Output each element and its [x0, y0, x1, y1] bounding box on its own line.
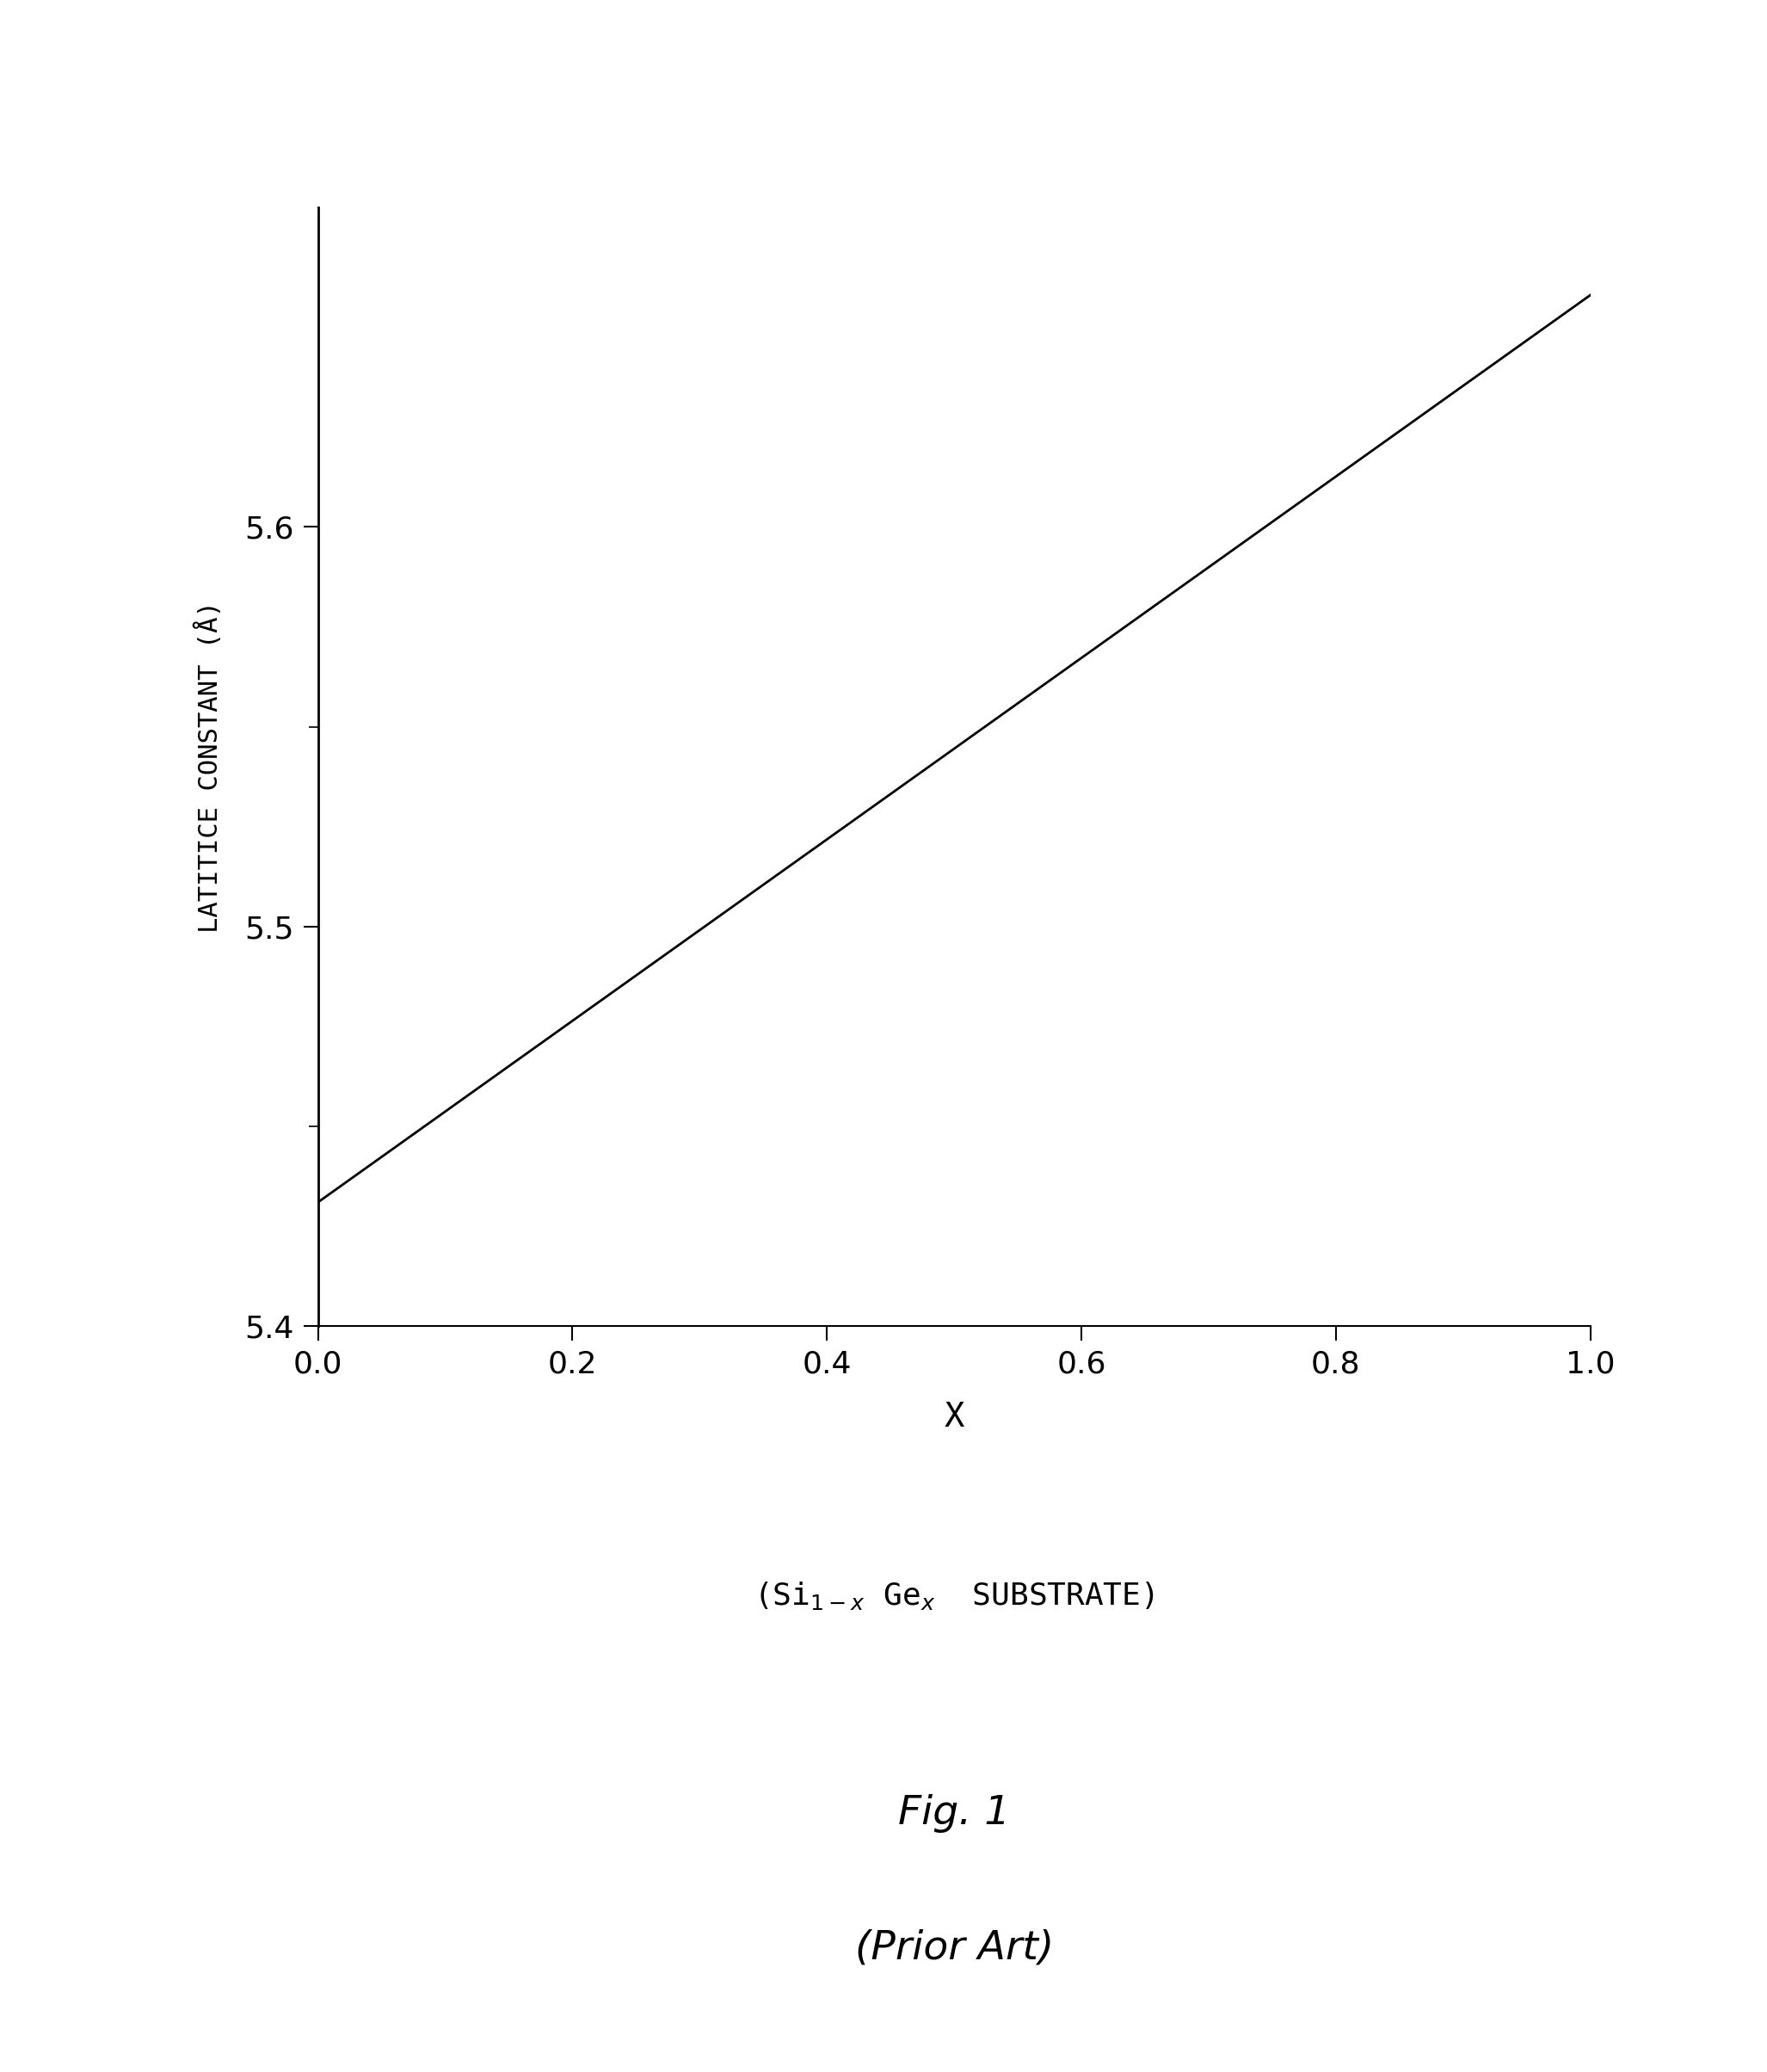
X-axis label: X: X — [944, 1401, 965, 1434]
Y-axis label: LATITICE CONSTANT (Å): LATITICE CONSTANT (Å) — [196, 601, 223, 932]
Text: (Prior Art): (Prior Art) — [855, 1929, 1053, 1966]
Text: (Si$_{1-x}$ Ge$_{x}$  SUBSTRATE): (Si$_{1-x}$ Ge$_{x}$ SUBSTRATE) — [755, 1579, 1154, 1612]
Text: Fig. 1: Fig. 1 — [898, 1794, 1011, 1832]
